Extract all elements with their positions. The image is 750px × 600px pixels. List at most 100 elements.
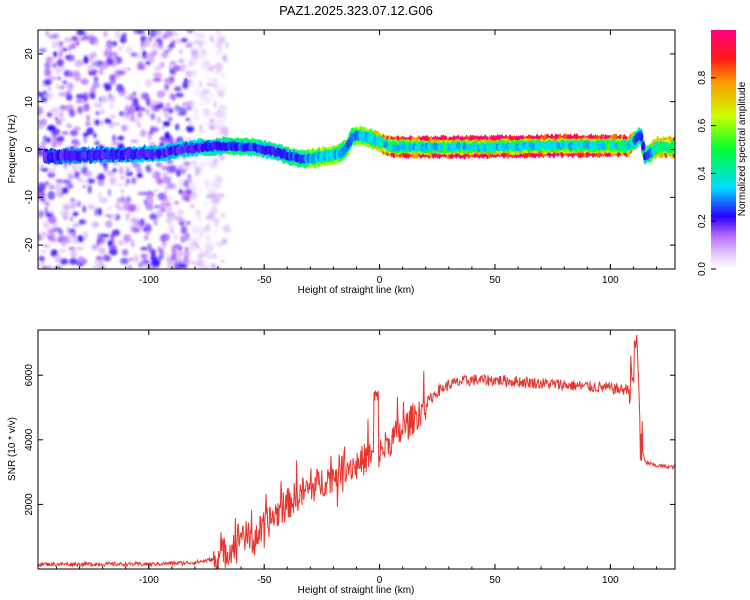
y-tick-label: -10: [24, 190, 35, 205]
noise-speckle: [185, 259, 191, 264]
figure-title: PAZ1.2025.323.07.12.G06: [279, 3, 433, 18]
noise-speckle: [47, 171, 56, 178]
noise-speckle: [127, 67, 131, 72]
noise-speckle: [76, 30, 84, 36]
noise-speckle: [112, 122, 121, 126]
noise-speckle: [163, 82, 169, 92]
noise-speckle: [93, 40, 100, 45]
tone-track-cell: [466, 143, 471, 152]
noise-speckle: [205, 180, 209, 189]
noise-speckle: [102, 237, 106, 244]
tone-track-cell: [593, 142, 598, 151]
noise-speckle: [151, 50, 156, 57]
noise-speckle: [165, 102, 171, 108]
noise-speckle: [168, 78, 174, 85]
noise-speckle: [45, 56, 53, 64]
colorbar-ticks: 0.0 0.2 0.4 0.6 0.8: [697, 70, 716, 276]
noise-speckle: [147, 35, 153, 43]
noise-speckle: [56, 69, 60, 75]
noise-speckle: [80, 78, 89, 85]
noise-speckle: [154, 128, 158, 132]
noise-speckle: [82, 231, 89, 240]
noise-speckle: [110, 51, 117, 58]
noise-speckle: [38, 210, 45, 217]
noise-speckle: [215, 241, 224, 246]
noise-speckle: [38, 142, 42, 147]
noise-speckle: [42, 118, 47, 126]
noise-speckle: [100, 108, 105, 115]
noise-speckle: [131, 177, 137, 185]
colorbar-gradient: [711, 30, 736, 269]
noise-speckle: [118, 166, 124, 175]
y-tick-label: 10: [24, 96, 35, 108]
noise-speckle: [114, 30, 122, 39]
noise-speckle: [179, 49, 183, 54]
noise-speckle: [218, 133, 225, 137]
noise-speckle: [194, 210, 202, 219]
noise-speckle: [171, 250, 177, 258]
noise-speckle: [194, 166, 201, 174]
noise-speckle: [205, 256, 213, 260]
x-tick-label: 0: [377, 575, 383, 586]
noise-speckle: [59, 85, 66, 90]
noise-speckle: [77, 235, 84, 243]
noise-speckle: [198, 232, 203, 238]
noise-speckle: [192, 70, 198, 75]
x-tick-label: -100: [139, 575, 159, 586]
tone-track-cell: [530, 142, 536, 151]
noise-speckle: [188, 244, 197, 251]
noise-speckle: [151, 41, 159, 48]
noise-speckle: [94, 140, 100, 146]
noise-speckle: [146, 228, 150, 235]
noise-speckle: [130, 217, 138, 225]
noise-speckle: [177, 208, 185, 216]
tone-track-cell: [578, 141, 583, 150]
noise-speckle: [217, 192, 226, 199]
snr-x-ticks: -100 -50 0 50 100: [55, 330, 658, 586]
noise-speckle: [94, 207, 98, 217]
noise-speckle: [65, 104, 74, 110]
noise-speckle: [207, 160, 215, 169]
noise-speckle: [153, 205, 162, 209]
noise-speckle: [209, 112, 217, 119]
noise-speckle: [175, 123, 180, 131]
noise-speckle: [67, 45, 72, 52]
noise-speckle: [199, 48, 205, 55]
noise-speckle: [61, 131, 69, 135]
noise-speckle: [76, 200, 82, 207]
noise-speckle: [47, 236, 53, 240]
noise-speckle: [219, 37, 225, 44]
noise-speckle: [91, 221, 99, 229]
noise-speckle: [95, 110, 101, 116]
noise-speckle: [120, 189, 125, 194]
y-tick-label: 4000: [24, 428, 35, 451]
noise-speckle: [58, 117, 66, 121]
noise-speckle: [61, 242, 66, 247]
noise-speckle: [40, 191, 46, 198]
noise-speckle: [205, 195, 213, 199]
noise-speckle: [195, 208, 200, 214]
colorbar-tick-label: 0.0: [697, 262, 708, 276]
noise-speckle: [130, 139, 139, 143]
noise-speckle: [75, 40, 80, 46]
noise-speckle: [181, 81, 190, 89]
noise-speckle: [215, 30, 221, 38]
noise-speckle: [69, 216, 74, 222]
noise-speckle: [157, 116, 161, 124]
tone-track-cell: [179, 145, 185, 154]
noise-speckle: [117, 135, 125, 141]
noise-speckle: [140, 129, 147, 138]
noise-speckle: [149, 213, 158, 220]
noise-speckle: [156, 177, 164, 185]
noise-speckle: [199, 80, 203, 88]
noise-speckle: [190, 204, 195, 209]
noise-speckle: [80, 219, 84, 225]
noise-speckle: [67, 83, 73, 89]
noise-speckle: [48, 34, 56, 39]
tone-track-cell: [125, 149, 131, 158]
noise-speckle: [65, 93, 73, 101]
noise-speckle: [211, 262, 215, 269]
noise-speckle: [205, 242, 210, 249]
noise-speckle: [68, 71, 74, 78]
